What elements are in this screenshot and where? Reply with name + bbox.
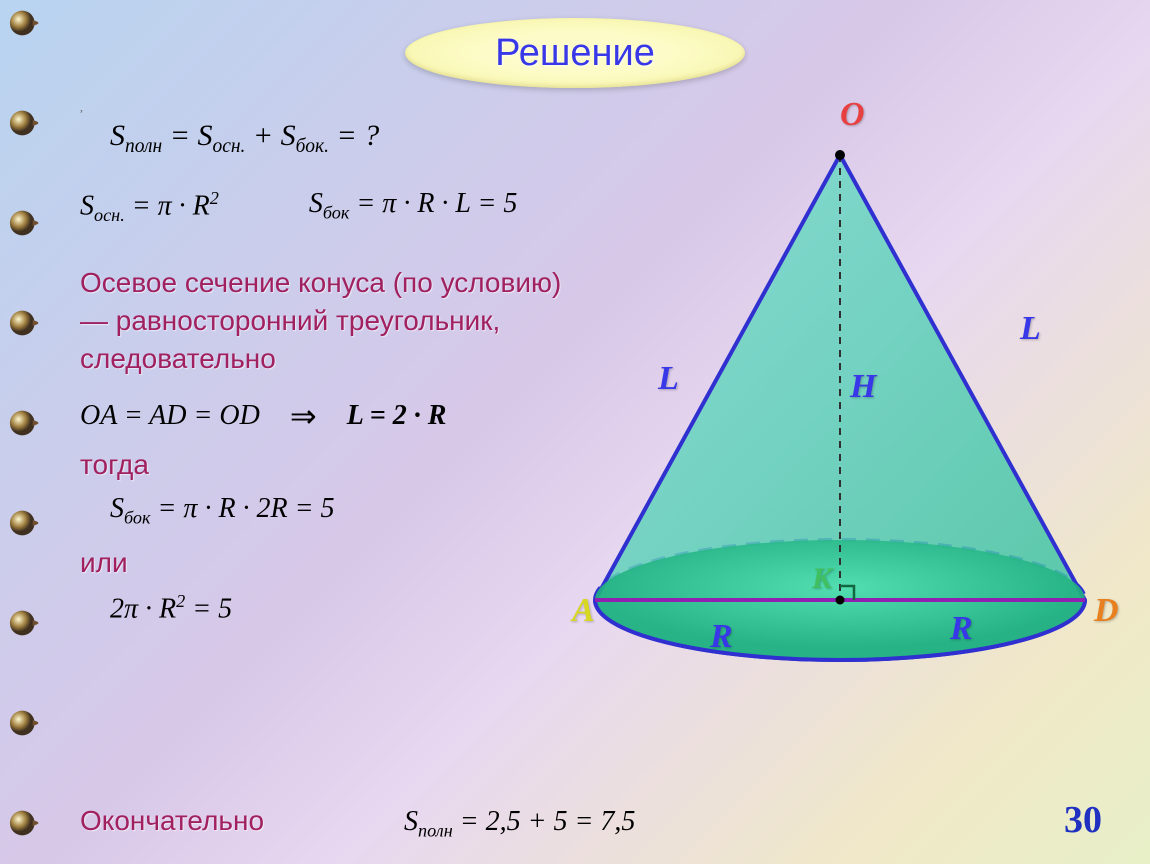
bullet-icon [8,408,46,438]
label-O: O [840,96,865,134]
formula-side2: Sбок = π · R · 2R = 5 [110,493,580,529]
then-label: тогда [80,449,580,481]
label-L-right: L [1020,310,1041,348]
label-A: A [572,592,595,630]
label-D: D [1094,592,1119,630]
bullet-column [8,8,46,838]
formula-base: Sосн. = π · R2 [80,188,219,226]
bullet-icon [8,108,46,138]
title-pill: Решение [405,18,745,88]
label-K: K [812,562,832,596]
label-L-left: L [658,360,679,398]
final-row: Окончательно Sполн = 2,5 + 5 = 7,5 [80,805,635,842]
bullet-icon [8,808,46,838]
page-number: 30 [1064,798,1102,842]
label-R-left: R [710,618,733,656]
bullet-icon [8,608,46,638]
formula-side: Sбок = π · R · L = 5 [309,188,518,226]
bullet-icon [8,8,46,38]
bullet-icon [8,708,46,738]
label-R-right: R [950,610,973,648]
formula-equality: OA = AD = OD [80,400,260,432]
formula-twopir2: 2π · R2 = 5 [110,591,580,625]
cone-diagram: O L L H A D K R R [550,100,1130,700]
bullet-icon [8,508,46,538]
arrow-icon: ⇒ [290,397,317,435]
or-label: или [80,547,580,579]
label-H: H [850,368,876,406]
formula-l2r: L = 2 · R [347,400,447,432]
formula-main: Sполн = Sосн. + Sбок. = ? [110,119,580,158]
formula-final: Sполн = 2,5 + 5 = 7,5 [404,806,635,842]
title-text: Решение [495,32,655,75]
bullet-icon [8,308,46,338]
content-column: , Sполн = Sосн. + Sбок. = ? Sосн. = π · … [80,100,580,643]
explanation-text: Осевое сечение конуса (по условию) — рав… [80,264,580,377]
finally-label: Окончательно [80,805,264,837]
bullet-icon [8,208,46,238]
